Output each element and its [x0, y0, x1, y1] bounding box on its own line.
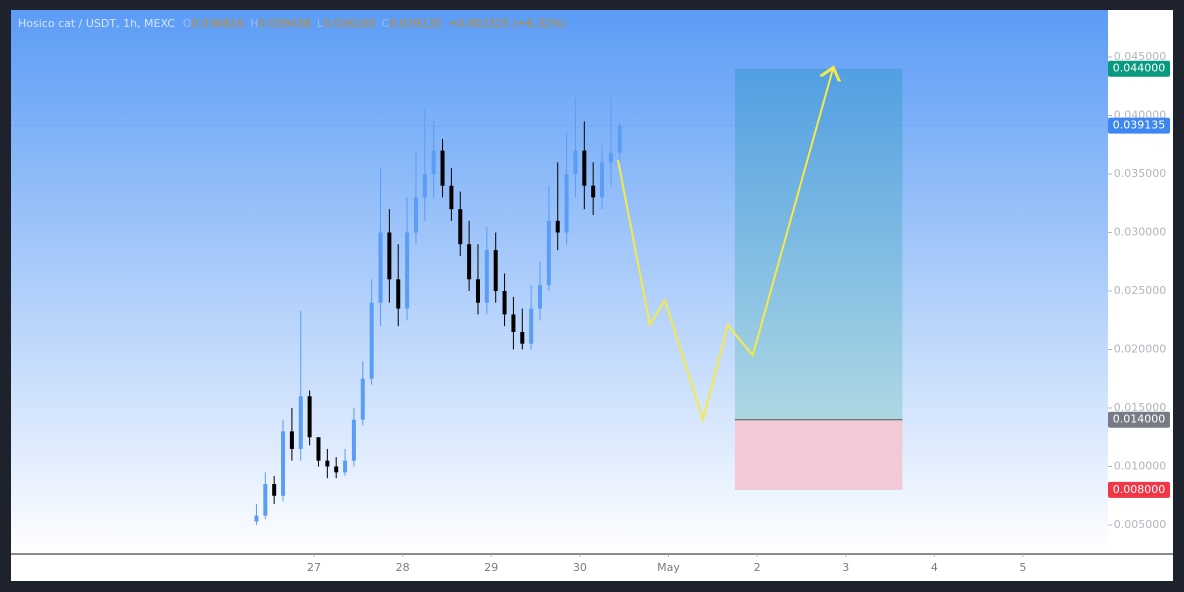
- candle-body: [289, 431, 294, 449]
- x-tick-label: 29: [484, 561, 498, 574]
- ohlc-value: 0.036100: [323, 17, 376, 30]
- candle-body: [369, 302, 374, 379]
- header: Hosico cat / USDT, 1h, MEXC O0.036816 H0.0…: [18, 17, 566, 30]
- candle-body: [254, 515, 259, 522]
- y-tick-label: 0.020000: [1114, 343, 1167, 356]
- x-tick-label: 30: [573, 561, 587, 574]
- change: +0.002325 (+6.32%): [448, 17, 566, 30]
- candle-body: [617, 125, 622, 153]
- y-tick-label: 0.035000: [1114, 167, 1167, 180]
- candle-body: [396, 279, 401, 309]
- candle-body: [511, 314, 516, 332]
- candle-body: [281, 431, 286, 496]
- ohlc-value: 0.039438: [258, 17, 311, 30]
- y-tick-label: 0.015000: [1114, 401, 1167, 414]
- projection: [617, 68, 833, 424]
- ohlc-value: 0.036816: [192, 17, 245, 30]
- candle-body: [555, 220, 560, 233]
- candle-body: [538, 285, 543, 309]
- x-tick-label: May: [657, 561, 680, 574]
- candle-body: [502, 291, 507, 315]
- candle-body: [591, 185, 596, 198]
- candle-body: [307, 396, 312, 438]
- candle-body: [449, 185, 454, 210]
- price-tag: [1108, 411, 1170, 428]
- candle-body: [440, 150, 445, 186]
- candle-body: [564, 174, 569, 233]
- price-tag-label: 0.014000: [1113, 413, 1166, 426]
- plot-area: [11, 10, 1108, 554]
- price-tag: [1108, 60, 1170, 77]
- candle-body: [387, 232, 392, 280]
- y-tick-label: 0.025000: [1114, 284, 1167, 297]
- symbol: Hosico cat / USDT, 1h, MEXC: [18, 17, 175, 30]
- ohlc-value: 0.039135: [389, 17, 442, 30]
- candle-body: [378, 232, 383, 303]
- price-tag: [1108, 481, 1170, 498]
- candle-body: [520, 331, 525, 344]
- candle-body: [272, 484, 277, 496]
- x-tick-label: 5: [1019, 561, 1026, 574]
- candle-body: [546, 220, 551, 286]
- candle-body: [343, 460, 348, 473]
- candle-body: [351, 419, 356, 461]
- candle-body: [431, 150, 436, 175]
- candle-body: [298, 396, 303, 449]
- candle-body: [360, 378, 365, 420]
- candle-body: [405, 232, 410, 309]
- candle-body: [600, 162, 605, 198]
- candle-body: [484, 250, 489, 303]
- candle-body: [529, 308, 534, 344]
- ohlc-key: C: [382, 17, 390, 30]
- x-tick-label: 3: [842, 561, 849, 574]
- stop-zone: [734, 419, 903, 490]
- candle-body: [334, 466, 339, 473]
- ohlc-key: H: [250, 17, 258, 30]
- ohlc-key: O: [183, 17, 192, 30]
- price-tag-label: 0.044000: [1113, 62, 1166, 75]
- candle-body: [325, 460, 330, 467]
- x-tick-label: 4: [931, 561, 938, 574]
- candle-body: [475, 279, 480, 303]
- y-tick-label: 0.045000: [1114, 50, 1167, 63]
- y-tick-label: 0.030000: [1114, 226, 1167, 239]
- ohlc-key: L: [317, 17, 324, 30]
- price-tag-label: 0.039135: [1113, 119, 1166, 132]
- x-tick-label: 27: [307, 561, 321, 574]
- x-tick-label: 2: [754, 561, 761, 574]
- candle-body: [458, 209, 463, 245]
- candle-body: [467, 244, 472, 280]
- target-zone: [734, 68, 903, 420]
- candle-body: [493, 250, 498, 292]
- candle-body: [263, 484, 268, 516]
- x-tick-label: 28: [396, 561, 410, 574]
- y-tick-label: 0.010000: [1114, 459, 1167, 472]
- y-tick-label: 0.005000: [1114, 518, 1167, 531]
- price-tag: [1108, 117, 1170, 134]
- candle-body: [608, 152, 613, 163]
- candle-body: [316, 437, 321, 461]
- candle-body: [422, 174, 427, 198]
- candle-body: [413, 197, 418, 233]
- candle-body: [582, 150, 587, 186]
- price-tag-label: 0.008000: [1113, 483, 1166, 496]
- candle-body: [573, 150, 578, 175]
